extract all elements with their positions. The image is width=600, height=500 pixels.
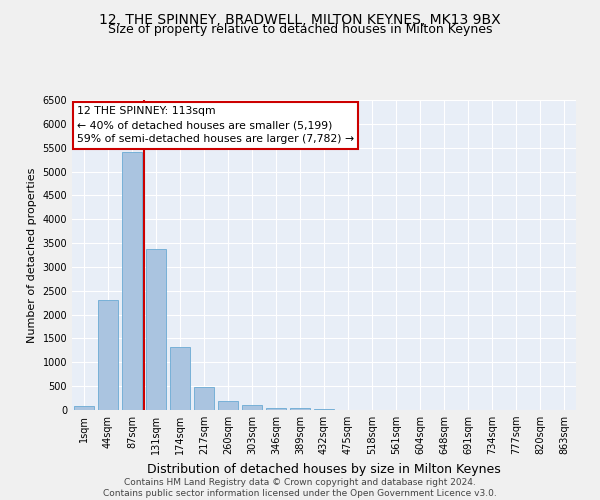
Text: Contains HM Land Registry data © Crown copyright and database right 2024.
Contai: Contains HM Land Registry data © Crown c…	[103, 478, 497, 498]
Text: 12 THE SPINNEY: 113sqm
← 40% of detached houses are smaller (5,199)
59% of semi-: 12 THE SPINNEY: 113sqm ← 40% of detached…	[77, 106, 354, 144]
Bar	[146, 249, 166, 410]
Text: 12, THE SPINNEY, BRADWELL, MILTON KEYNES, MK13 9BX: 12, THE SPINNEY, BRADWELL, MILTON KEYNES…	[99, 12, 501, 26]
Bar	[98, 300, 118, 410]
Bar	[242, 406, 262, 410]
Bar	[266, 408, 286, 410]
Bar	[170, 347, 190, 410]
Text: Size of property relative to detached houses in Milton Keynes: Size of property relative to detached ho…	[108, 22, 492, 36]
Bar	[194, 386, 214, 410]
Y-axis label: Number of detached properties: Number of detached properties	[27, 168, 37, 342]
Bar	[122, 152, 142, 410]
Bar	[290, 408, 310, 410]
X-axis label: Distribution of detached houses by size in Milton Keynes: Distribution of detached houses by size …	[147, 462, 501, 475]
Bar	[74, 406, 94, 410]
Bar	[218, 401, 238, 410]
